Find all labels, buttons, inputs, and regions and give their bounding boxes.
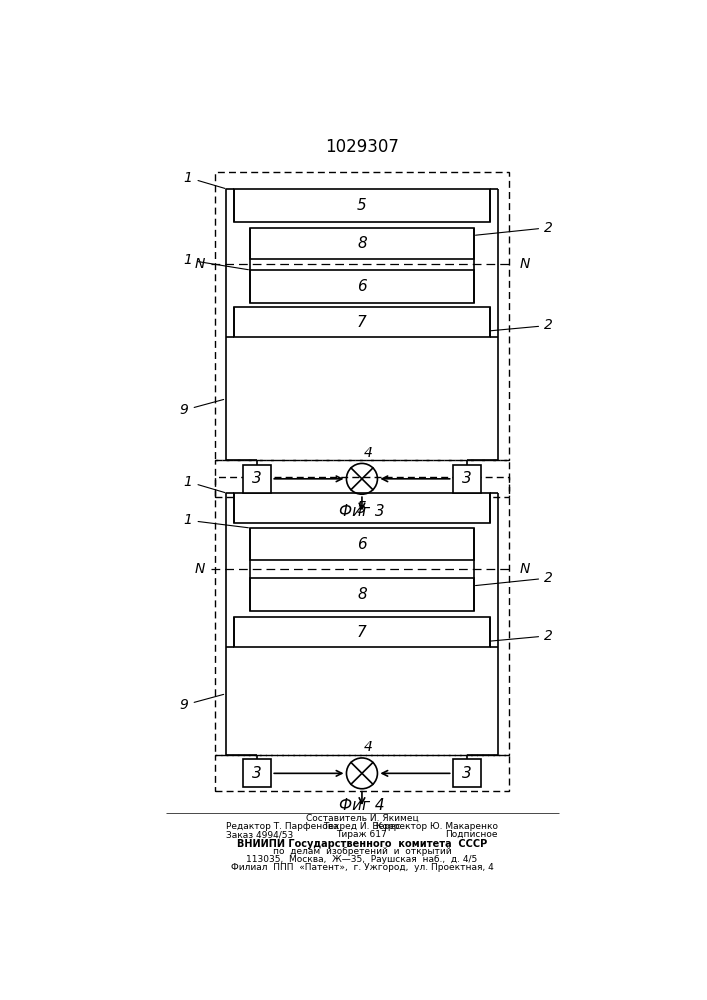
Text: 113035,  Москва,  Ж—35,  Раушская  наб.,  д. 4/5: 113035, Москва, Ж—35, Раушская наб., д. … — [246, 855, 477, 864]
Text: Фиг 3: Фиг 3 — [339, 504, 385, 519]
Text: 8: 8 — [357, 587, 367, 602]
Bar — [215, 477, 509, 755]
Text: 7: 7 — [357, 315, 367, 330]
Text: 2: 2 — [491, 629, 553, 643]
Bar — [250, 528, 474, 560]
Text: N: N — [519, 562, 530, 576]
Text: Фиг 4: Фиг 4 — [339, 798, 385, 813]
Text: 4: 4 — [363, 446, 373, 460]
Text: 3: 3 — [462, 471, 472, 486]
Text: 3: 3 — [252, 766, 262, 781]
Bar — [243, 465, 271, 493]
Text: 9: 9 — [180, 694, 223, 712]
Text: Техред И. Верес: Техред И. Верес — [323, 822, 401, 831]
Text: N: N — [519, 257, 530, 271]
Text: 1: 1 — [184, 253, 248, 270]
Bar — [234, 493, 490, 523]
Text: 8: 8 — [357, 236, 367, 251]
Text: 1: 1 — [184, 171, 226, 189]
Bar — [234, 189, 490, 222]
Text: N: N — [194, 257, 204, 271]
Bar — [243, 759, 271, 787]
Text: 2: 2 — [491, 318, 553, 332]
Text: по  делам  изобретений  и  открытий: по делам изобретений и открытий — [273, 847, 451, 856]
Text: Составитель И. Якимец: Составитель И. Якимец — [305, 814, 419, 823]
Text: 5: 5 — [357, 198, 367, 213]
Text: 5: 5 — [357, 501, 367, 516]
Text: 1: 1 — [184, 513, 248, 528]
Bar — [215, 460, 509, 497]
Text: 7: 7 — [357, 625, 367, 640]
Text: Корректор Ю. Макаренко: Корректор Ю. Макаренко — [375, 822, 498, 831]
Text: 2: 2 — [476, 571, 553, 586]
Text: 9: 9 — [180, 399, 223, 417]
Text: ВНИИПИ Государственного  комитета  СССР: ВНИИПИ Государственного комитета СССР — [237, 839, 487, 849]
Bar — [250, 578, 474, 611]
Text: 3: 3 — [252, 471, 262, 486]
Text: 1: 1 — [184, 475, 226, 493]
Text: Редактор Т. Парфенова: Редактор Т. Парфенова — [226, 822, 339, 831]
Text: 2: 2 — [476, 221, 553, 235]
Bar — [250, 270, 474, 303]
Text: Подписное: Подписное — [445, 830, 498, 839]
Bar — [250, 228, 474, 259]
Bar — [234, 307, 490, 337]
Bar — [215, 172, 509, 460]
Bar — [234, 617, 490, 647]
Text: 4: 4 — [363, 740, 373, 754]
Text: Филиал  ППП  «Патент»,  г. Ужгород,  ул. Проектная, 4: Филиал ППП «Патент», г. Ужгород, ул. Про… — [230, 863, 493, 872]
Text: 6: 6 — [357, 279, 367, 294]
Text: N: N — [194, 562, 204, 576]
Bar — [452, 465, 481, 493]
Bar — [215, 755, 509, 791]
Text: 1029307: 1029307 — [325, 138, 399, 156]
Bar — [452, 759, 481, 787]
Text: 6: 6 — [357, 537, 367, 552]
Text: Заказ 4994/53: Заказ 4994/53 — [226, 830, 293, 839]
Text: Тираж 617: Тираж 617 — [337, 830, 387, 839]
Text: 3: 3 — [462, 766, 472, 781]
